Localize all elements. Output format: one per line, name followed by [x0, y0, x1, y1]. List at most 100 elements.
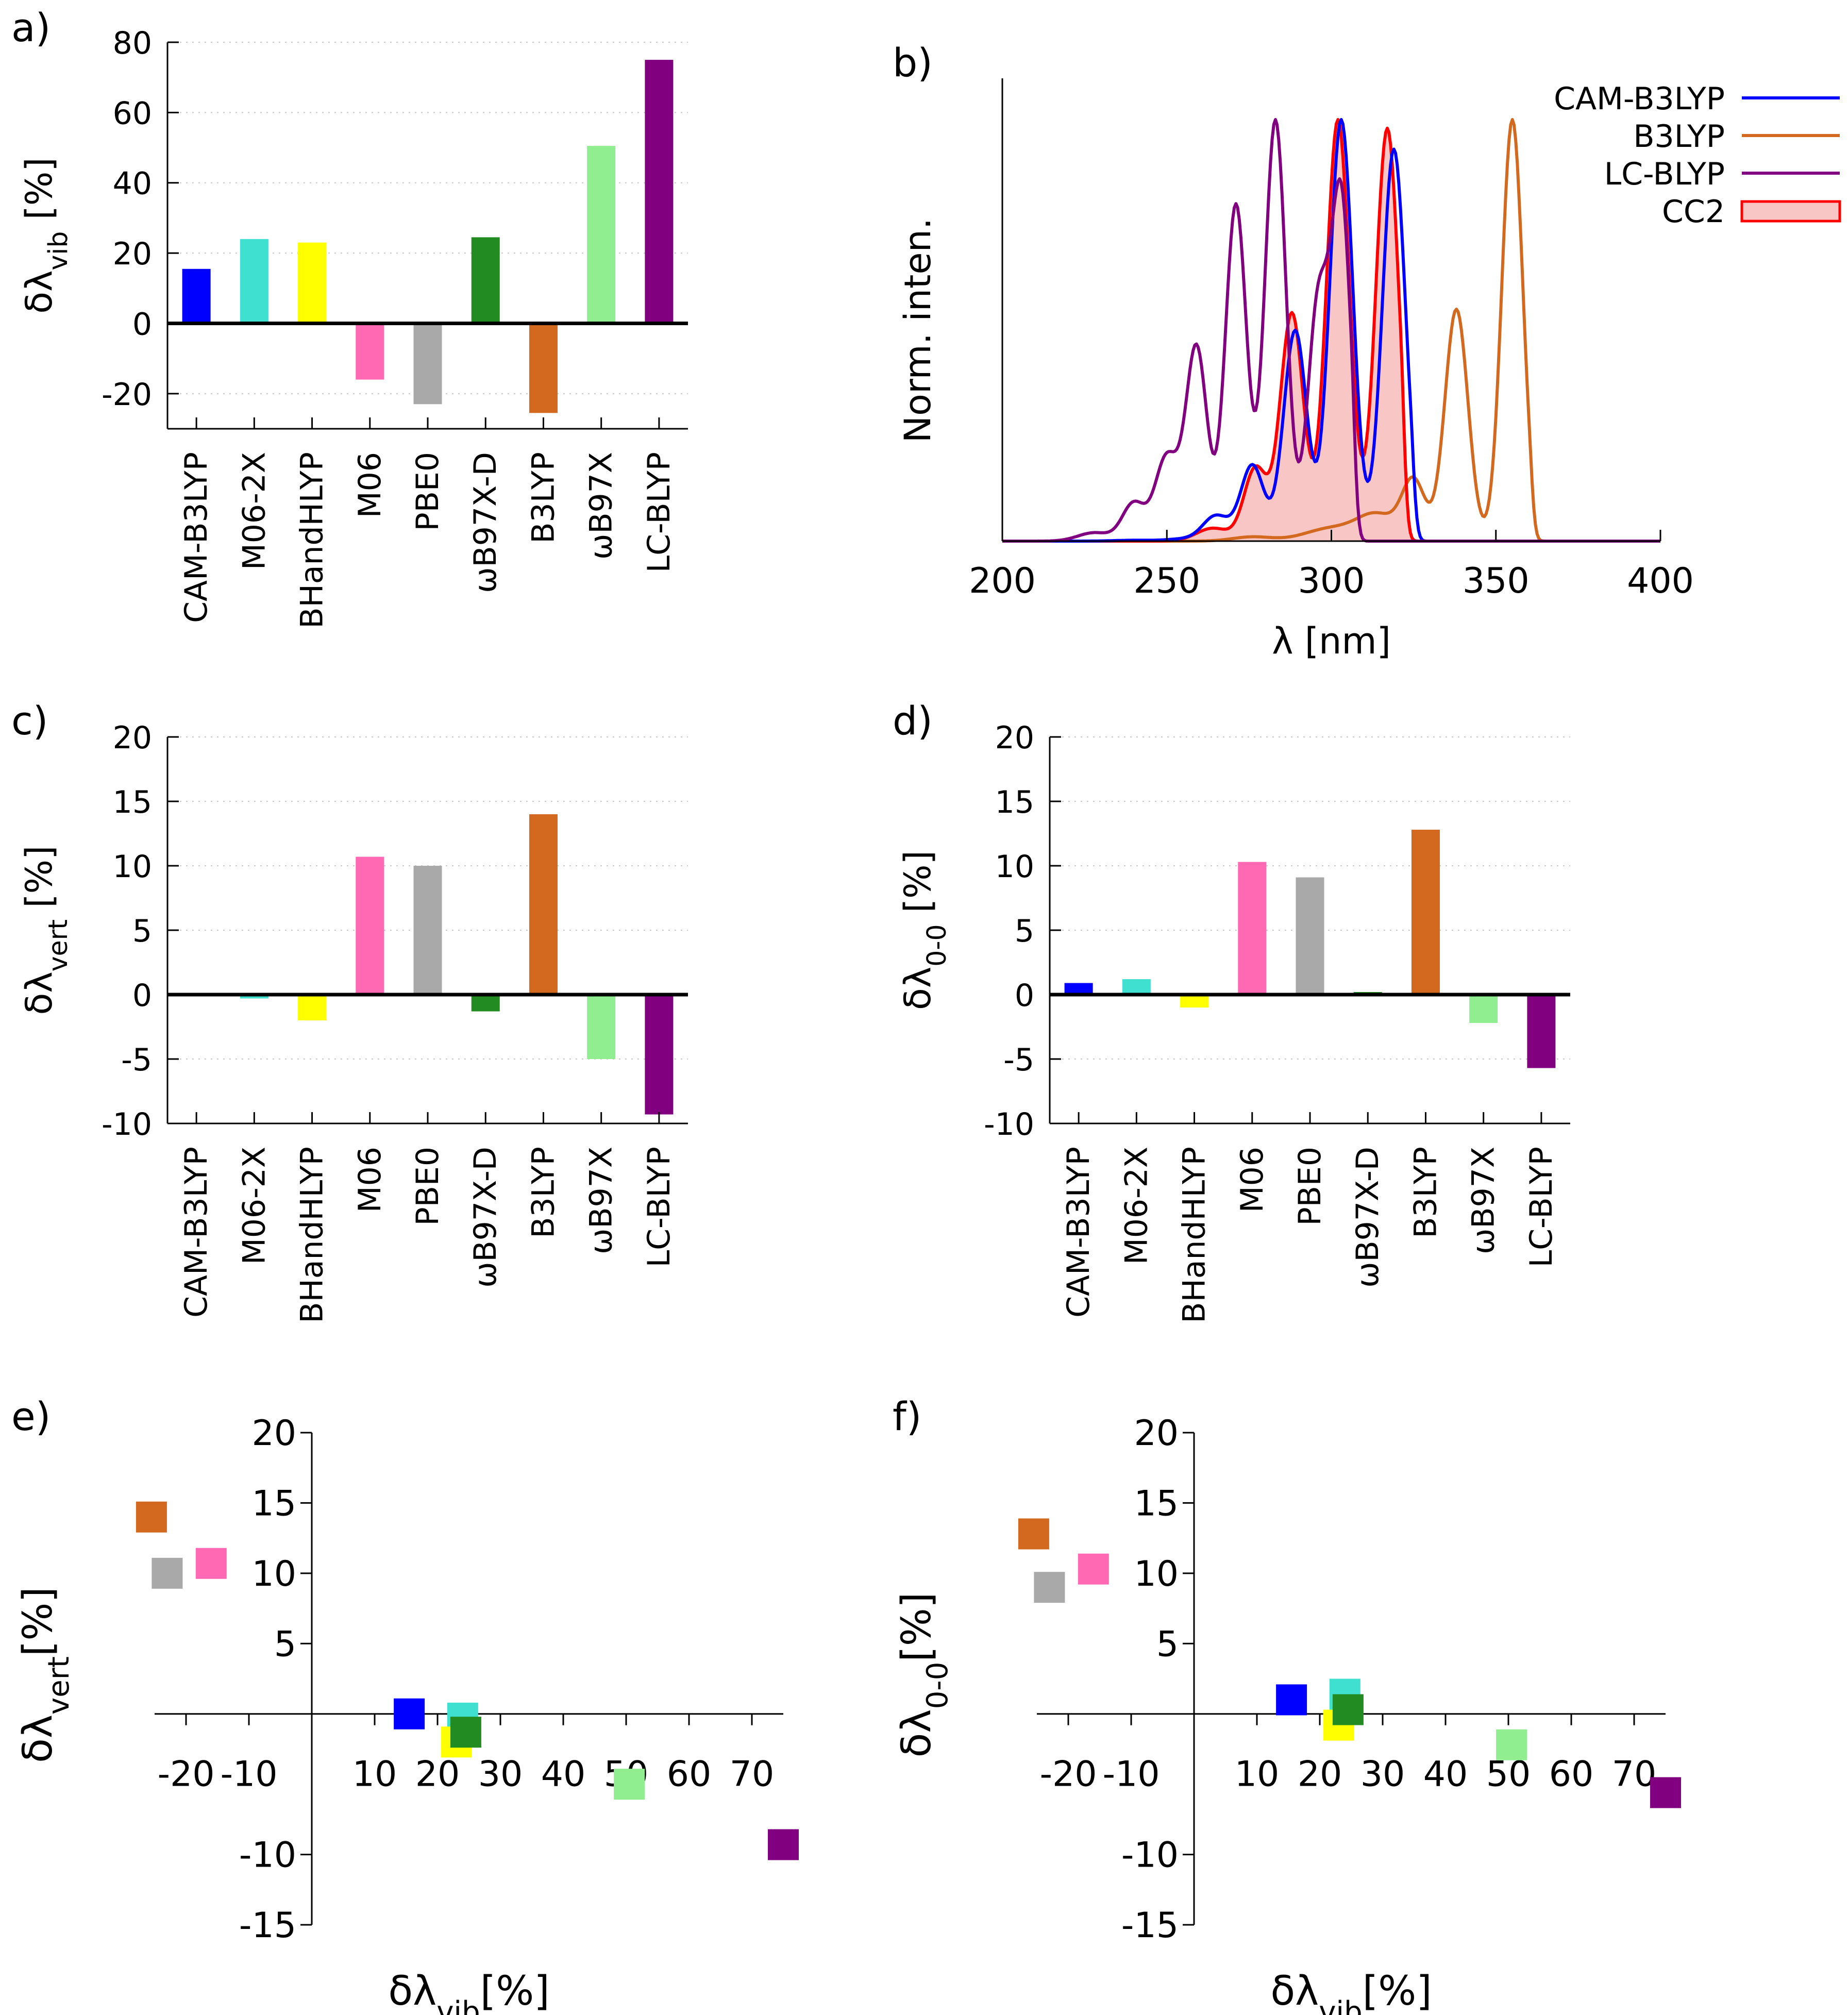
y-axis-title-tail: [%]: [18, 846, 60, 919]
legend-label: CAM-B3LYP: [1554, 81, 1725, 117]
y-axis-title-main: δλ: [18, 270, 60, 313]
y-tick-label: -5: [1003, 1042, 1034, 1078]
y-axis-title: δλvert[%]: [15, 1587, 76, 1763]
x-tick-label: 300: [1298, 561, 1365, 601]
panel-d: d) -10 -5 0 5 10 15 20 CAM-B3LYP M06-2X BHandHLYP M…: [893, 698, 1570, 1323]
panel-e: e)-20-1010203040506070-15-105101520δλvib…: [11, 1393, 799, 2015]
point-B3LYP: [1018, 1518, 1049, 1550]
panel-f: f)-20 -10 10 20 30 40 50 60 70-15-105101520δλvib…: [893, 1393, 1681, 2015]
y-axis-title-main: δλ: [18, 971, 60, 1015]
panel-label: e): [11, 1393, 51, 1439]
x-tick-label: 200: [969, 561, 1036, 601]
x-tick-label: ωB97X: [583, 1147, 619, 1254]
x-tick-label: B3LYP: [1407, 1147, 1443, 1238]
x-tick-label: M06: [352, 1147, 388, 1213]
y-axis-title-tail: [%]: [15, 1587, 61, 1656]
x-tick-label: ωB97X: [1466, 1147, 1502, 1254]
x-tick-label: ωB97X-D: [1350, 1147, 1386, 1288]
y-axis-title: δλvert [%]: [18, 846, 73, 1015]
x-axis-title-main: δλ: [388, 1968, 436, 2014]
x-tick-label: 10: [352, 1754, 397, 1795]
bar-M06: [356, 323, 384, 380]
panel-label: b): [893, 40, 933, 86]
y-tick-label: 15: [113, 784, 152, 820]
y-tick-label: 0: [132, 978, 152, 1014]
bar-CAM-B3LYP: [182, 268, 211, 324]
bar-ωB97X: [587, 995, 616, 1059]
y-tick-label: -10: [984, 1106, 1034, 1143]
y-axis-title-tail: [%]: [894, 1592, 940, 1662]
x-tick-label: 250: [1133, 561, 1200, 601]
x-tick-label: PBE0: [410, 452, 446, 531]
bar-LC-BLYP: [645, 60, 674, 324]
panel-label: c): [11, 698, 48, 744]
y-tick-label: 0: [1015, 978, 1034, 1014]
x-tick-label: LC-BLYP: [641, 452, 677, 573]
x-axis-title: λ [nm]: [1272, 620, 1391, 662]
x-tick-label: 30: [1360, 1754, 1405, 1795]
bar-BHandHLYP: [298, 995, 327, 1020]
x-tick-label: 400: [1627, 561, 1694, 601]
y-axis-title: δλvib [%]: [18, 157, 73, 313]
point-B3LYP: [136, 1501, 167, 1533]
x-tick-label: PBE0: [1292, 1147, 1328, 1225]
bar-ωB97X: [587, 146, 616, 324]
y-tick-label: 5: [1015, 913, 1034, 949]
y-axis-title-sub: 0-0: [921, 924, 952, 966]
bar-LC-BLYP: [645, 995, 674, 1115]
y-tick-label: -5: [121, 1042, 152, 1078]
point-M06: [1078, 1553, 1109, 1585]
x-tick-label: 60: [1549, 1754, 1594, 1795]
panel-b: b) 200 250 300 350 400 λ [nm] Norm. inten. CAM-B…: [893, 40, 1841, 662]
x-axis-title-tail: [%]: [480, 1968, 550, 2014]
point-ωB97X-D: [450, 1717, 481, 1748]
bar-BHandHLYP: [298, 242, 327, 324]
y-axis-title-tail: [%]: [897, 850, 939, 924]
point-LC-BLYP: [1650, 1777, 1681, 1808]
cc2-area: [1002, 120, 1660, 541]
bar-M06: [356, 857, 384, 995]
x-axis-title-main: δλ: [1270, 1968, 1319, 2014]
point-PBE0: [152, 1557, 183, 1589]
panel-a: a) -20 0 20 40 60 80 CAM-B3LYP M06-2X BHandHLYP M0…: [11, 5, 688, 629]
y-axis-title-sub: vert: [43, 919, 73, 971]
y-tick-label: 10: [995, 849, 1034, 885]
x-tick-label: 50: [1486, 1754, 1531, 1795]
y-tick-label: 20: [1134, 1413, 1179, 1454]
y-tick-label: 10: [1134, 1554, 1179, 1594]
x-tick-label: CAM-B3LYP: [178, 452, 214, 623]
x-tick-label: LC-BLYP: [1523, 1147, 1559, 1267]
point-ωB97X-D: [1332, 1694, 1364, 1725]
x-tick-label: M06: [352, 452, 388, 518]
x-axis-title: δλvib[%]: [1270, 1968, 1432, 2015]
y-axis-title-sub: vert: [42, 1656, 76, 1715]
x-tick-label: 70: [730, 1754, 775, 1795]
y-tick-label: 20: [995, 720, 1034, 756]
bar-M06-2X: [240, 239, 268, 324]
x-tick-label: PBE0: [410, 1147, 446, 1225]
y-axis-title-sub: 0-0: [921, 1662, 954, 1709]
y-tick-label: 15: [1134, 1483, 1179, 1524]
y-tick-label: 20: [251, 1413, 296, 1454]
x-axis-title-sub: vib: [436, 1995, 480, 2015]
x-tick-label: 40: [541, 1754, 586, 1795]
panel-label: f): [893, 1393, 921, 1439]
x-tick-label: 20: [415, 1754, 460, 1795]
x-tick-label: ωB97X-D: [467, 1147, 503, 1288]
x-tick-label: B3LYP: [525, 1147, 561, 1238]
x-tick-label: BHandHLYP: [294, 452, 330, 629]
y-axis-title: δλ0-0[%]: [894, 1592, 954, 1758]
panel-label: d): [893, 698, 933, 744]
y-axis-title-main: δλ: [897, 967, 939, 1010]
bar-ωB97X-D: [471, 995, 500, 1012]
y-tick-label: 5: [274, 1624, 296, 1665]
point-CAM-B3LYP: [1276, 1684, 1307, 1716]
y-tick-label: -15: [239, 1905, 296, 1946]
y-tick-label: 15: [995, 784, 1034, 820]
x-tick-label: 20: [1298, 1754, 1342, 1795]
y-tick-label: 60: [113, 95, 152, 131]
x-axis-title-tail: [%]: [1363, 1968, 1432, 2014]
x-tick-label: BHandHLYP: [1177, 1147, 1213, 1323]
bar-M06: [1238, 862, 1267, 995]
x-tick-label: ωB97X: [583, 452, 619, 560]
